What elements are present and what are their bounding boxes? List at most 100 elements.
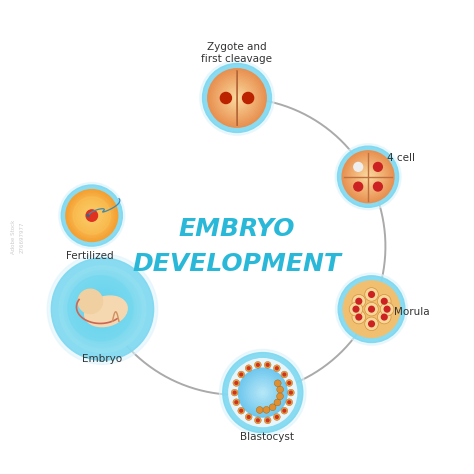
- Circle shape: [354, 182, 363, 191]
- Circle shape: [200, 61, 274, 135]
- Circle shape: [78, 285, 127, 333]
- Circle shape: [76, 200, 107, 231]
- Circle shape: [288, 389, 294, 396]
- Circle shape: [214, 74, 260, 121]
- Circle shape: [89, 213, 94, 218]
- Circle shape: [353, 161, 383, 192]
- Circle shape: [356, 299, 362, 304]
- Circle shape: [269, 404, 276, 410]
- Circle shape: [273, 365, 280, 372]
- Circle shape: [211, 72, 263, 124]
- Text: DEVELOPMENT: DEVELOPMENT: [133, 252, 341, 276]
- Circle shape: [255, 417, 261, 424]
- Circle shape: [83, 290, 122, 328]
- Circle shape: [234, 95, 240, 101]
- Circle shape: [222, 83, 252, 113]
- Circle shape: [67, 191, 117, 240]
- Circle shape: [354, 163, 363, 171]
- Circle shape: [68, 192, 115, 239]
- Text: EMBRYO: EMBRYO: [179, 217, 295, 240]
- Circle shape: [384, 306, 390, 312]
- Circle shape: [335, 144, 401, 210]
- Circle shape: [91, 297, 115, 321]
- Circle shape: [227, 88, 247, 108]
- Circle shape: [342, 151, 394, 203]
- Circle shape: [374, 163, 383, 171]
- Circle shape: [288, 401, 291, 403]
- Circle shape: [64, 271, 141, 348]
- Text: Fertilized: Fertilized: [65, 251, 113, 261]
- Circle shape: [264, 417, 271, 424]
- Circle shape: [225, 86, 249, 109]
- Circle shape: [235, 401, 237, 403]
- Circle shape: [93, 300, 112, 319]
- Circle shape: [59, 182, 125, 248]
- Text: Morula: Morula: [394, 307, 429, 317]
- Circle shape: [382, 314, 387, 320]
- Circle shape: [230, 91, 244, 105]
- Circle shape: [347, 156, 389, 198]
- Circle shape: [275, 367, 278, 370]
- Circle shape: [369, 306, 374, 312]
- Ellipse shape: [85, 296, 127, 327]
- Circle shape: [243, 373, 283, 412]
- Circle shape: [355, 164, 381, 190]
- Circle shape: [70, 193, 114, 237]
- Circle shape: [84, 208, 100, 223]
- Circle shape: [343, 281, 400, 337]
- Circle shape: [233, 380, 240, 386]
- Circle shape: [76, 283, 129, 336]
- Circle shape: [236, 97, 238, 100]
- Circle shape: [229, 359, 297, 427]
- Circle shape: [73, 196, 111, 235]
- Circle shape: [377, 310, 391, 324]
- Circle shape: [73, 197, 110, 234]
- Circle shape: [247, 367, 250, 370]
- Circle shape: [365, 174, 371, 179]
- Circle shape: [219, 81, 255, 116]
- Circle shape: [352, 310, 365, 324]
- Circle shape: [345, 154, 392, 200]
- Circle shape: [233, 399, 240, 406]
- Circle shape: [365, 317, 378, 331]
- Circle shape: [231, 389, 238, 396]
- Circle shape: [224, 85, 250, 111]
- Circle shape: [359, 168, 377, 186]
- Circle shape: [261, 391, 264, 394]
- Circle shape: [88, 295, 117, 324]
- Circle shape: [354, 163, 383, 191]
- Circle shape: [277, 386, 283, 393]
- Circle shape: [100, 307, 105, 311]
- Circle shape: [228, 89, 246, 107]
- Circle shape: [255, 362, 261, 368]
- Circle shape: [363, 172, 373, 182]
- Circle shape: [81, 287, 124, 331]
- Circle shape: [86, 210, 98, 221]
- Text: Zygote and
first cleavage: Zygote and first cleavage: [201, 43, 273, 64]
- Circle shape: [374, 182, 383, 191]
- Circle shape: [377, 294, 391, 308]
- Circle shape: [358, 166, 378, 187]
- Circle shape: [258, 388, 268, 398]
- Circle shape: [256, 419, 259, 422]
- Circle shape: [349, 302, 363, 316]
- Circle shape: [83, 207, 101, 225]
- Circle shape: [251, 381, 274, 404]
- Circle shape: [73, 198, 110, 234]
- Circle shape: [338, 276, 405, 343]
- Circle shape: [247, 416, 250, 419]
- Circle shape: [246, 376, 279, 409]
- Circle shape: [369, 321, 374, 327]
- Circle shape: [365, 288, 378, 301]
- Circle shape: [85, 209, 98, 222]
- Circle shape: [281, 371, 288, 378]
- Circle shape: [337, 146, 399, 207]
- Circle shape: [68, 276, 133, 341]
- Circle shape: [356, 314, 362, 320]
- Circle shape: [281, 407, 288, 414]
- Circle shape: [233, 391, 236, 394]
- Circle shape: [350, 159, 386, 195]
- Circle shape: [62, 268, 144, 350]
- Circle shape: [78, 289, 102, 313]
- Circle shape: [73, 280, 131, 338]
